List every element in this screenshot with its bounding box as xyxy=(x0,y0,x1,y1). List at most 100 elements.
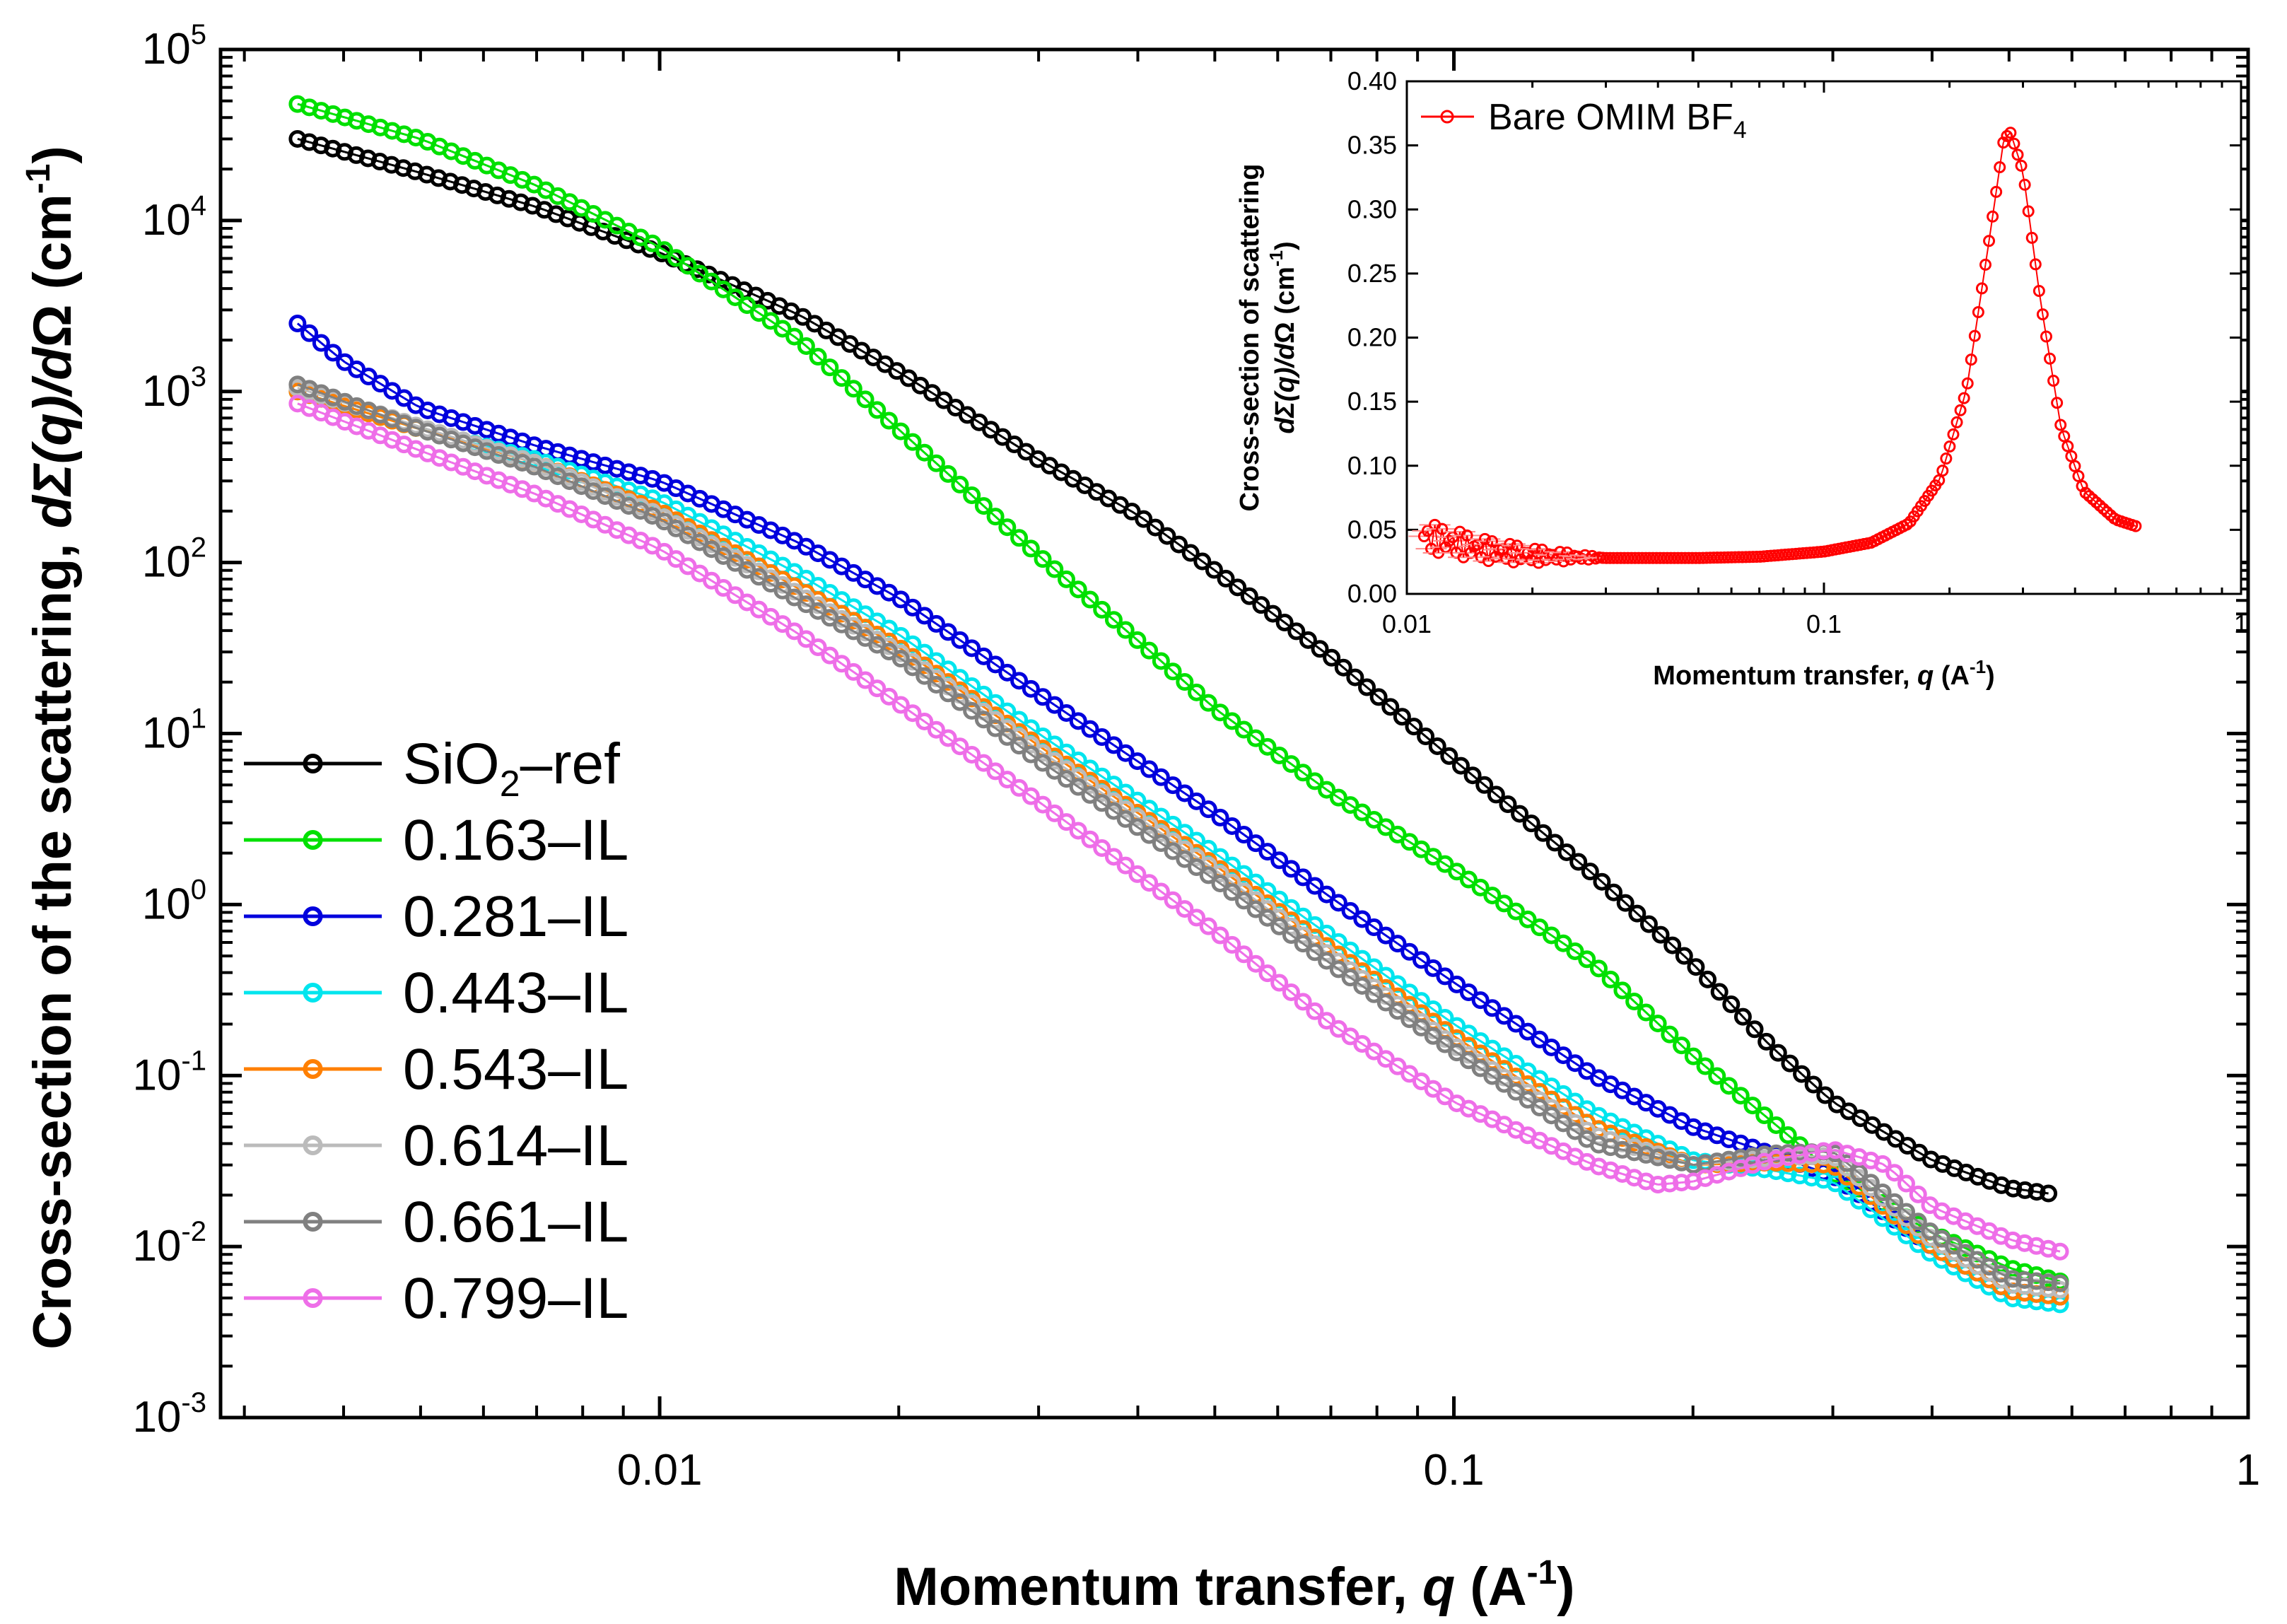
data-point xyxy=(1388,1057,1407,1075)
data-point xyxy=(1885,1193,1904,1211)
data-point xyxy=(1211,808,1229,826)
data-point xyxy=(974,497,993,515)
data-point xyxy=(903,598,922,617)
legend-label: 0.281–IL xyxy=(403,884,628,949)
data-point xyxy=(1188,792,1206,810)
data-point xyxy=(1152,834,1170,852)
inset-line-segment xyxy=(1948,434,1954,447)
data-point xyxy=(916,443,934,462)
legend-swatch-marker xyxy=(303,1059,323,1079)
data-point xyxy=(1816,1086,1835,1104)
data-point xyxy=(1318,952,1336,970)
inset-line-segment xyxy=(1487,541,1493,561)
data-point xyxy=(1287,622,1306,641)
data-point xyxy=(1294,993,1312,1011)
data-point xyxy=(1365,1042,1384,1061)
legend-swatch-marker xyxy=(303,983,323,1003)
data-point xyxy=(1522,814,1540,833)
data-point xyxy=(1234,826,1253,844)
data-point xyxy=(1649,1015,1667,1033)
data-point xyxy=(1234,945,1253,964)
inset-data-point xyxy=(1961,377,1974,390)
inset-plot: 0.01 0.1 1 0.00 0.05 0.10 0.15 0.20 0.25 0.30 0.35… xyxy=(1235,66,2248,691)
y-tick-label: 101 xyxy=(142,703,206,758)
data-point xyxy=(1699,970,1717,988)
inset-line-segment xyxy=(1427,530,1432,549)
data-point xyxy=(1791,1167,1809,1185)
data-point xyxy=(1436,855,1454,873)
data-point xyxy=(951,737,969,756)
inset-line-segment xyxy=(2020,165,2026,185)
legend-item: 0.443–IL xyxy=(244,961,628,1025)
data-point xyxy=(1459,1051,1478,1070)
data-point xyxy=(963,486,981,505)
inset-data-point xyxy=(2129,520,2142,532)
data-point xyxy=(1376,993,1395,1012)
data-point xyxy=(1104,792,1123,810)
data-point xyxy=(880,411,899,430)
data-point xyxy=(1034,795,1052,814)
data-point xyxy=(703,272,721,291)
data-point xyxy=(1046,761,1064,780)
inset-legend: Bare OMIM BF4 xyxy=(1421,97,1747,144)
data-point xyxy=(1158,527,1176,545)
data-point xyxy=(1217,569,1235,588)
inset-data-point xyxy=(1532,556,1545,569)
data-point xyxy=(927,675,945,694)
data-point xyxy=(1294,935,1312,953)
x-tick-label: 1 xyxy=(2236,1446,2260,1495)
data-point xyxy=(1696,1057,1714,1075)
data-point xyxy=(1140,874,1159,892)
inset-data-point xyxy=(1968,329,1981,342)
data-point xyxy=(1471,1059,1490,1077)
data-point xyxy=(1507,1082,1525,1101)
data-point xyxy=(1010,529,1029,547)
data-point xyxy=(1639,915,1658,933)
data-point xyxy=(1499,795,1517,813)
data-point xyxy=(856,671,875,689)
data-point xyxy=(1199,694,1217,712)
data-point xyxy=(1140,826,1159,844)
data-point xyxy=(1270,851,1289,870)
legend-swatch-marker xyxy=(303,830,323,850)
data-point xyxy=(785,622,804,641)
inset-data-point xyxy=(2047,374,2060,387)
data-point xyxy=(1885,1217,1904,1236)
data-point xyxy=(1779,1148,1797,1167)
inset-data-point xyxy=(2051,397,2064,409)
data-point xyxy=(1793,1065,1811,1083)
legend-item: 0.281–IL xyxy=(244,884,628,949)
data-point xyxy=(797,630,815,648)
data-point xyxy=(1459,983,1478,1002)
x-tick-label: 0.1 xyxy=(1423,1446,1484,1495)
data-point xyxy=(1275,614,1294,632)
data-point xyxy=(927,720,945,739)
data-point xyxy=(1010,778,1029,797)
data-point xyxy=(1246,900,1265,918)
inset-data-point xyxy=(2044,352,2057,365)
data-point xyxy=(1193,552,1212,571)
data-point xyxy=(1376,926,1395,945)
data-point xyxy=(1081,590,1099,609)
data-point xyxy=(868,679,887,698)
inset-y-tick-label: 0.00 xyxy=(1347,579,1397,608)
data-point xyxy=(998,518,1017,537)
data-point xyxy=(1873,1184,1892,1202)
inset-data-point xyxy=(1987,210,1999,223)
inset-data-point xyxy=(1486,535,1499,548)
data-point xyxy=(891,650,910,668)
data-point xyxy=(1519,1022,1537,1041)
data-point xyxy=(1252,596,1270,614)
data-point xyxy=(1223,883,1241,901)
data-point xyxy=(1566,942,1584,960)
data-point xyxy=(844,662,862,681)
data-point xyxy=(1223,817,1241,835)
data-point xyxy=(1188,683,1206,701)
data-point xyxy=(1311,640,1329,658)
inset-data-point xyxy=(1936,465,1949,477)
inset-x-tick-label: 1 xyxy=(2234,609,2248,638)
data-point xyxy=(1282,860,1300,878)
data-point xyxy=(679,257,697,275)
data-point xyxy=(785,327,804,346)
data-point xyxy=(1376,1050,1395,1068)
